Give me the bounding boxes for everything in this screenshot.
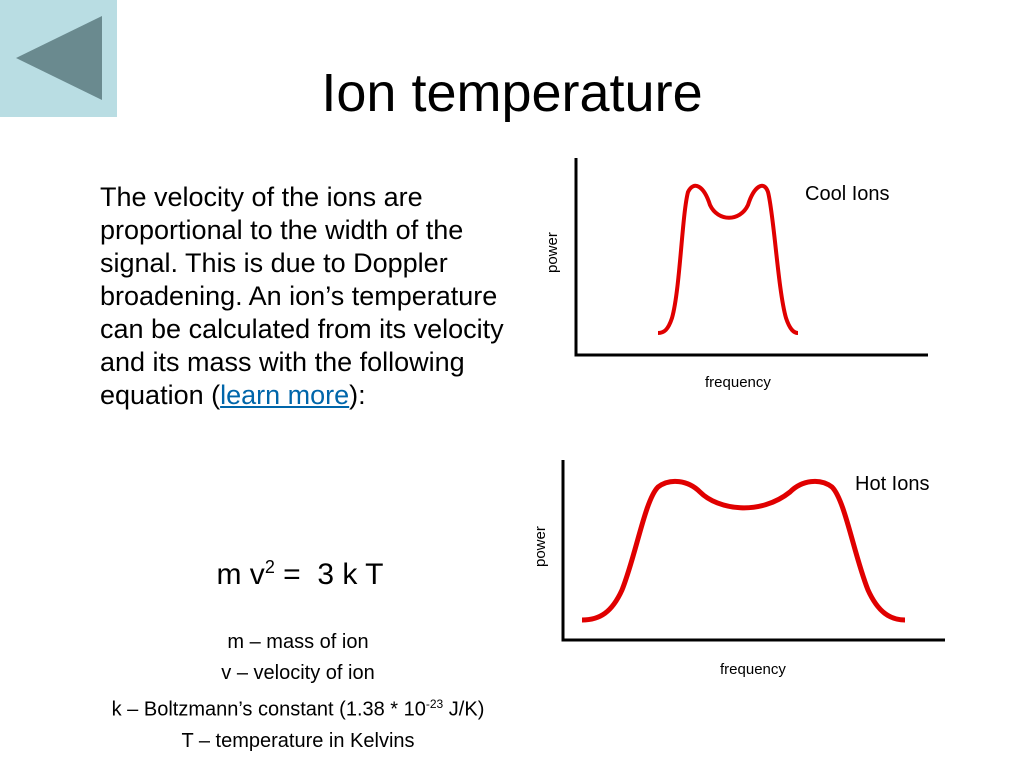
definition: v – velocity of ion xyxy=(221,662,375,684)
equation-left: m v xyxy=(216,558,265,591)
definition-exponent: -23 xyxy=(425,697,444,711)
definition-tail: J/K) xyxy=(443,698,485,721)
hot-ions-plot: frequency power xyxy=(532,460,945,678)
definition: m – mass of ion xyxy=(227,631,369,653)
equation: m v2 = 3 k T xyxy=(100,557,500,592)
equation-right: = 3 k T xyxy=(274,558,384,591)
y-axis-label: power xyxy=(532,526,549,567)
figure-label: Cool Ions xyxy=(805,183,890,205)
title: Ion temperature xyxy=(321,63,703,123)
cool-ions-plot: frequency power xyxy=(544,158,928,391)
back-button[interactable] xyxy=(0,0,117,117)
definitions: m – mass of ion v – velocity of ion k – … xyxy=(0,627,596,757)
learn-more-link[interactable]: learn more xyxy=(220,380,350,410)
paragraph-text: The velocity of the ions are proportiona… xyxy=(100,182,504,410)
y-axis-label: power xyxy=(544,232,561,273)
figure-label: Hot Ions xyxy=(855,473,929,495)
paragraph: The velocity of the ions are proportiona… xyxy=(100,181,510,412)
paragraph-tail: ): xyxy=(349,380,366,410)
x-axis-label: frequency xyxy=(705,374,771,391)
equation-exponent: 2 xyxy=(264,557,275,577)
x-axis-label: frequency xyxy=(720,661,786,678)
definition: k – Boltzmann’s constant (1.38 * 10-23 J… xyxy=(0,689,596,726)
definition-text: k – Boltzmann’s constant (1.38 * 10 xyxy=(111,698,426,721)
definition: T – temperature in Kelvins xyxy=(181,729,415,752)
